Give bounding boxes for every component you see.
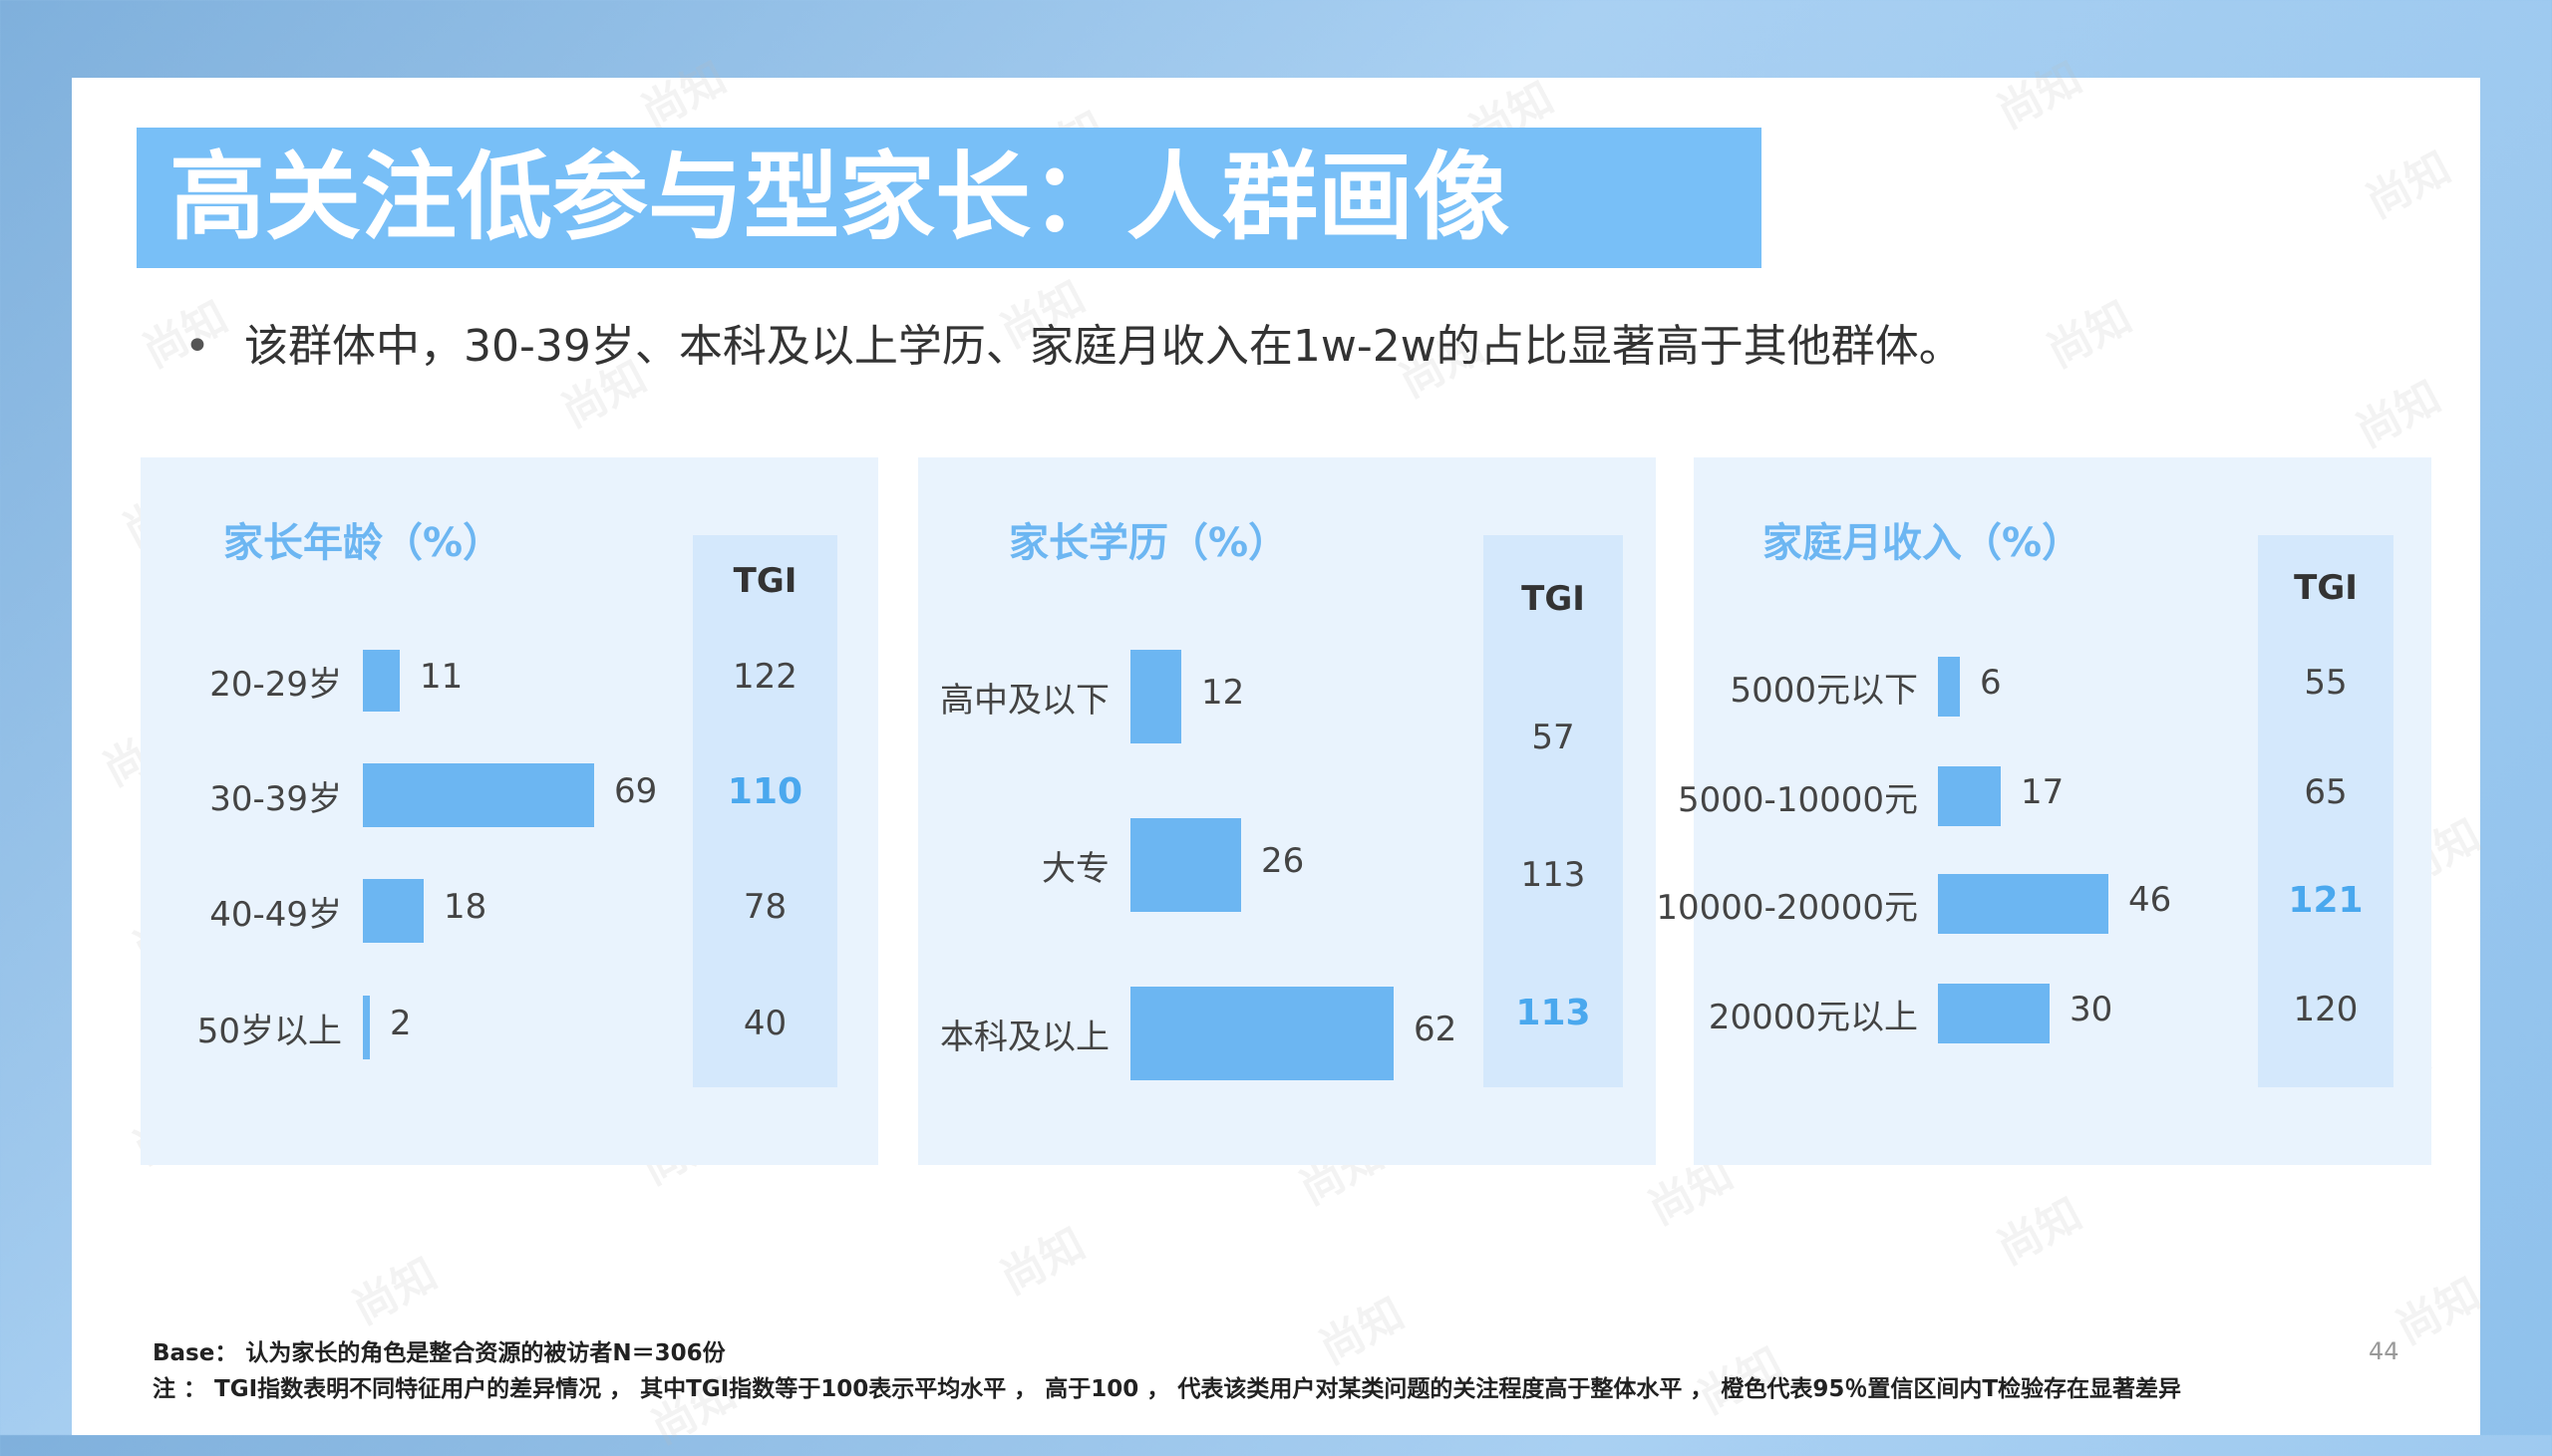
tgi-column: [693, 535, 837, 1087]
tgi-value: 78: [743, 887, 788, 927]
value-label: 17: [2021, 772, 2065, 812]
title-bar: [137, 128, 1761, 268]
tgi-value: 113: [1515, 993, 1591, 1033]
tgi-value: 120: [2293, 990, 2359, 1029]
value-label: 12: [1201, 673, 1245, 713]
category-label: 本科及以上: [940, 1018, 1110, 1057]
tgi-header: TGI: [1521, 579, 1585, 619]
tgi-note: 注 ： TGI指数表明不同特征用户的差异情况 ， 其中TGI指数等于100表示平…: [153, 1376, 2182, 1402]
chart-title: 家长学历（%）: [1009, 520, 1289, 566]
tgi-value: 57: [1531, 718, 1575, 757]
value-label: 46: [2128, 880, 2172, 920]
category-label: 大专: [1042, 849, 1110, 889]
bar: [363, 650, 400, 712]
category-label: 40-49岁: [209, 895, 342, 935]
tgi-column: [2258, 535, 2393, 1087]
bar: [1130, 987, 1394, 1080]
value-label: 62: [1414, 1010, 1457, 1049]
value-label: 11: [420, 657, 464, 697]
category-label: 50岁以上: [196, 1012, 342, 1051]
category-label: 20-29岁: [209, 665, 342, 705]
base-note: Base： 认为家长的角色是整合资源的被访者N＝306份: [153, 1340, 726, 1366]
tgi-value: 40: [743, 1004, 788, 1043]
bar: [363, 879, 424, 943]
chart-title: 家长年龄（%）: [223, 520, 503, 566]
bar: [1130, 650, 1181, 743]
bullet-icon: •: [184, 321, 210, 372]
bullet-point: • 该群体中，30-39岁、本科及以上学历、家庭月收入在1w-2w的占比显著高于其…: [184, 317, 1963, 377]
category-label: 高中及以下: [940, 681, 1110, 721]
bar: [363, 996, 370, 1059]
tgi-value: 110: [727, 771, 803, 812]
value-label: 69: [614, 771, 658, 811]
bar: [1938, 874, 2108, 934]
category-label: 30-39岁: [209, 779, 342, 819]
value-label: 2: [390, 1004, 412, 1043]
page-number: 44: [2369, 1337, 2399, 1365]
tgi-value: 65: [2304, 772, 2348, 812]
tgi-header: TGI: [733, 561, 798, 601]
tgi-column: [1483, 535, 1623, 1087]
bar: [1938, 766, 2001, 826]
category-label: 20000元以上: [1708, 998, 1918, 1037]
category-label: 5000-10000元: [1678, 780, 1918, 820]
bar: [1130, 818, 1241, 912]
category-label: 10000-20000元: [1656, 888, 1918, 928]
value-label: 6: [1980, 663, 2002, 703]
bar: [1938, 984, 2050, 1043]
bullet-text: 该群体中，30-39岁、本科及以上学历、家庭月收入在1w-2w的占比显著高于其他…: [244, 321, 1963, 372]
value-label: 30: [2070, 990, 2113, 1029]
tgi-value: 55: [2304, 663, 2348, 703]
page-title: 高关注低参与型家长：人群画像: [169, 142, 1509, 253]
value-label: 26: [1261, 841, 1305, 881]
value-label: 18: [444, 887, 487, 927]
chart-title: 家庭月收入（%）: [1762, 520, 2082, 566]
tgi-value: 122: [733, 657, 798, 697]
category-label: 5000元以下: [1730, 671, 1918, 711]
tgi-header: TGI: [2294, 568, 2358, 608]
tgi-value: 113: [1520, 855, 1586, 895]
bar: [363, 763, 594, 827]
tgi-value: 121: [2288, 880, 2364, 921]
bar: [1938, 657, 1960, 717]
